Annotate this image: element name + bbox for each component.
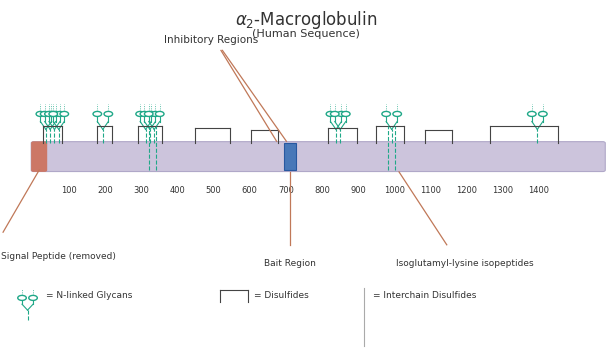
Circle shape	[539, 111, 547, 117]
Text: 1200: 1200	[456, 186, 477, 195]
Text: 100: 100	[61, 186, 77, 195]
Circle shape	[144, 111, 153, 117]
Circle shape	[341, 111, 350, 117]
Text: 300: 300	[133, 186, 149, 195]
Circle shape	[393, 111, 401, 117]
Circle shape	[528, 111, 536, 117]
Circle shape	[47, 111, 56, 117]
Text: 200: 200	[97, 186, 113, 195]
Circle shape	[140, 111, 149, 117]
Text: = Disulfides: = Disulfides	[254, 291, 308, 300]
Text: 900: 900	[350, 186, 366, 195]
Circle shape	[151, 111, 160, 117]
Text: Isoglutamyl-lysine isopeptides: Isoglutamyl-lysine isopeptides	[397, 259, 534, 268]
Circle shape	[104, 111, 113, 117]
Circle shape	[18, 295, 26, 300]
Text: Inhibitory Regions: Inhibitory Regions	[164, 35, 258, 45]
Circle shape	[36, 111, 45, 117]
Text: = N-linked Glycans: = N-linked Glycans	[46, 291, 132, 300]
Circle shape	[155, 111, 164, 117]
Circle shape	[93, 111, 102, 117]
Text: 1100: 1100	[420, 186, 441, 195]
Text: = Interchain Disulfides: = Interchain Disulfides	[373, 291, 477, 300]
Text: Signal Peptide (removed): Signal Peptide (removed)	[1, 252, 116, 261]
Text: Bait Region: Bait Region	[264, 259, 316, 268]
Circle shape	[136, 111, 144, 117]
Circle shape	[330, 111, 339, 117]
Circle shape	[51, 111, 60, 117]
Text: 800: 800	[314, 186, 330, 195]
Text: 1400: 1400	[528, 186, 549, 195]
Text: 1300: 1300	[492, 186, 513, 195]
Text: 1000: 1000	[384, 186, 405, 195]
Circle shape	[337, 111, 346, 117]
Circle shape	[382, 111, 390, 117]
Text: $\alpha_2$-Macroglobulin: $\alpha_2$-Macroglobulin	[235, 9, 377, 31]
Circle shape	[326, 111, 335, 117]
Circle shape	[45, 111, 53, 117]
Text: 700: 700	[278, 186, 294, 195]
Text: (Human Sequence): (Human Sequence)	[252, 29, 360, 39]
Circle shape	[147, 111, 155, 117]
Text: 500: 500	[206, 186, 222, 195]
Text: 600: 600	[242, 186, 258, 195]
Circle shape	[56, 111, 64, 117]
FancyBboxPatch shape	[31, 142, 605, 172]
Circle shape	[29, 295, 37, 300]
Circle shape	[40, 111, 49, 117]
Text: 400: 400	[170, 186, 185, 195]
Circle shape	[49, 111, 58, 117]
FancyBboxPatch shape	[32, 142, 47, 171]
Bar	[284, 143, 296, 170]
Circle shape	[60, 111, 69, 117]
